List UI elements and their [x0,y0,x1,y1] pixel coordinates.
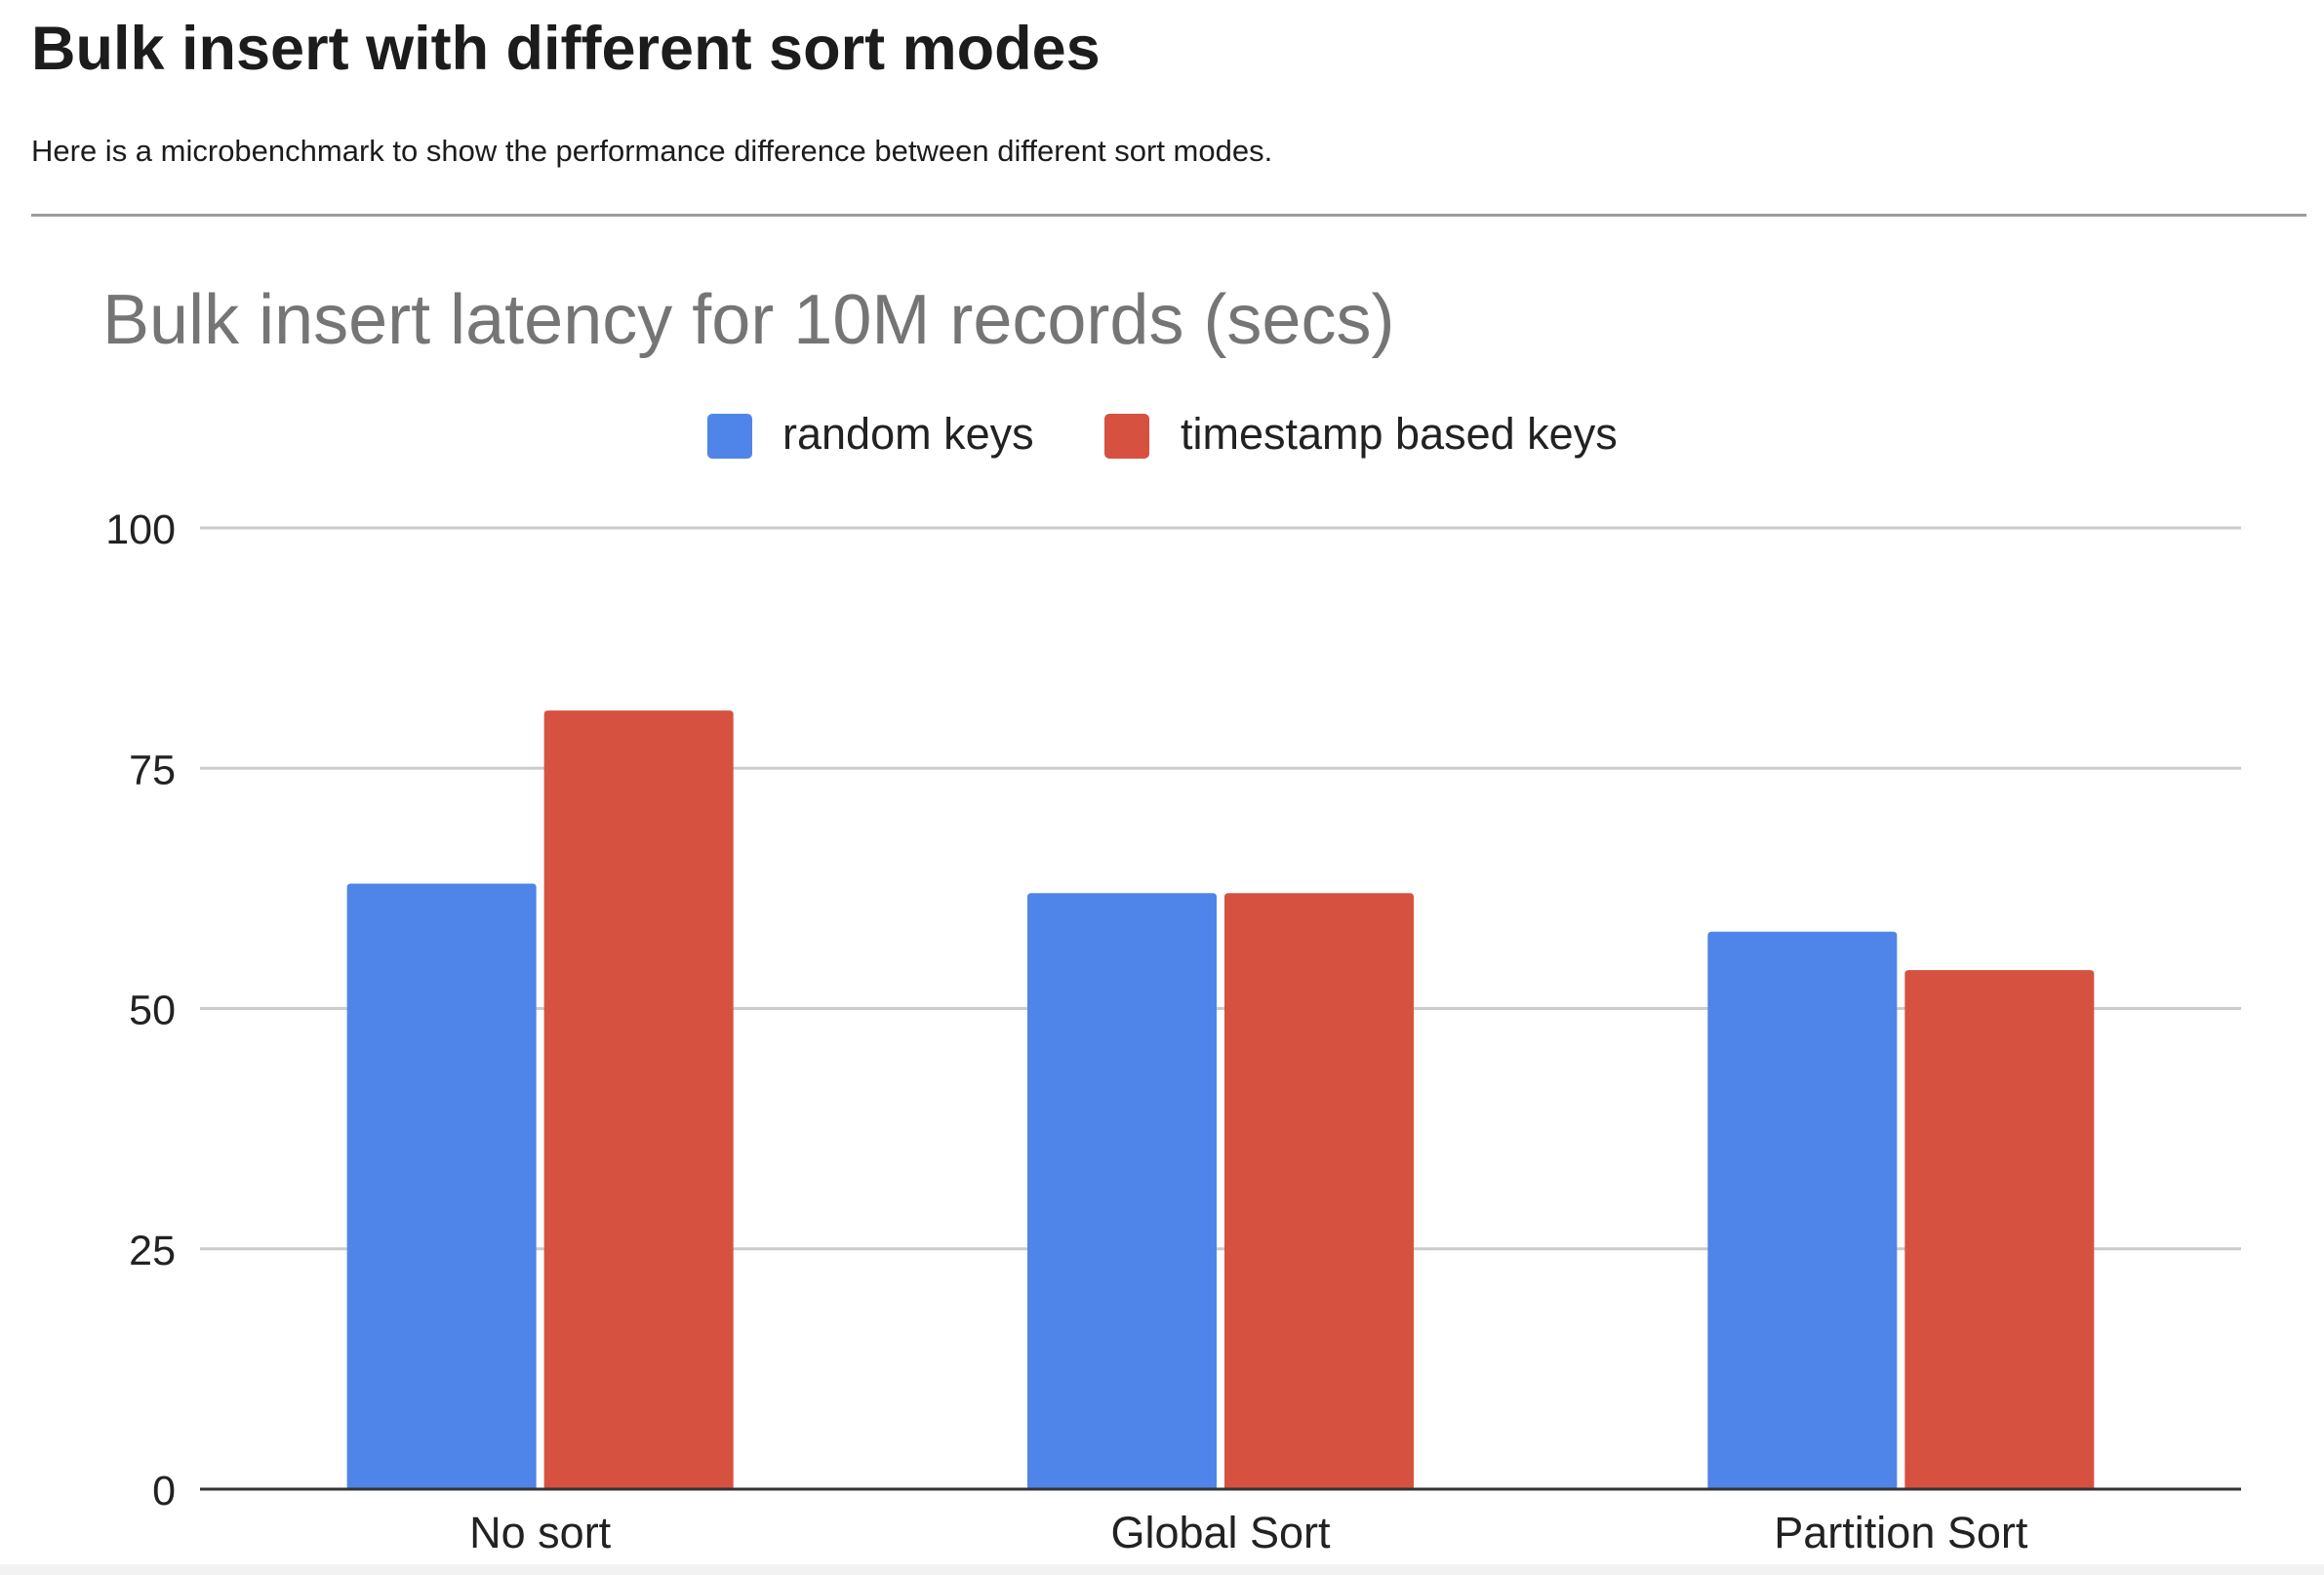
y-tick-label: 100 [105,506,176,553]
section-divider [31,214,2306,217]
legend-label-timestamp-keys: timestamp based keys [1181,409,1618,459]
intro-paragraph: Here is a microbenchmark to show the per… [31,134,1273,168]
y-tick-label: 50 [129,988,176,1034]
legend-swatch-timestamp-keys [1104,414,1149,459]
bar-random-keys-global-sort [1027,893,1217,1489]
y-tick-label: 75 [129,747,176,793]
bar-timestamp-based-keys-no-sort [543,710,734,1489]
x-tick-label: No sort [469,1508,612,1557]
chart-legend: random keys timestamp based keys [707,409,1618,459]
bar-random-keys-partition-sort [1707,931,1898,1489]
page-title: Bulk insert with different sort modes [31,15,1101,83]
legend-swatch-random-keys [707,414,752,459]
chart-title: Bulk insert latency for 10M records (sec… [102,281,1394,359]
y-tick-label: 25 [129,1228,176,1274]
chart-bars [346,710,2095,1489]
x-tick-label: Global Sort [1110,1508,1331,1557]
x-axis: No sort Global Sort Partition Sort [200,1487,2241,1557]
bar-timestamp-based-keys-global-sort [1224,893,1414,1489]
chart-grid: 0 25 50 75 100 [105,506,2241,1514]
x-tick-label: Partition Sort [1774,1508,2028,1557]
bar-random-keys-no-sort [346,883,537,1489]
page-bottom-strip [0,1564,2324,1575]
legend-label-random-keys: random keys [782,409,1034,459]
bar-timestamp-based-keys-partition-sort [1904,970,2095,1489]
y-tick-label: 0 [152,1468,176,1514]
